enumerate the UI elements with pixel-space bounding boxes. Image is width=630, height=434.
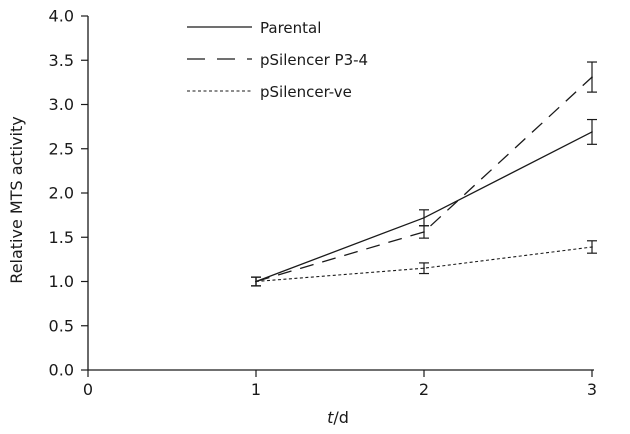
x-ticks: 0 1 2 3 — [83, 370, 597, 399]
series-line-1 — [255, 131, 593, 283]
x-tick-label: 2 — [419, 380, 429, 399]
error-bar — [587, 118, 597, 145]
axes — [87, 16, 594, 371]
y-tick-label: 3.0 — [49, 95, 74, 114]
y-tick-label: 2.5 — [49, 139, 74, 158]
series-line-3 — [255, 246, 593, 283]
y-tick-label: 1.5 — [49, 228, 74, 247]
y-tick-label: 3.5 — [49, 51, 74, 70]
error-bar — [419, 262, 429, 275]
x-axis-label: t/d — [327, 408, 349, 427]
series-lines — [255, 76, 593, 283]
error-bar — [419, 209, 429, 227]
y-tick-label: 1.0 — [49, 272, 74, 291]
x-axis-label-unit: /d — [333, 408, 349, 427]
error-bar — [251, 276, 261, 287]
y-ticks: 0.0 0.5 1.0 1.5 2.0 2.5 3.0 3.5 4.0 — [49, 7, 88, 380]
y-axis-label: Relative MTS activity — [7, 116, 26, 283]
error-bar — [587, 61, 597, 93]
legend-label-2: pSilencer P3-4 — [260, 51, 368, 69]
x-tick-label: 1 — [251, 380, 261, 399]
error-bars — [251, 61, 597, 287]
legend-label-1: Parental — [260, 19, 321, 37]
x-tick-label: 3 — [587, 380, 597, 399]
error-bar — [419, 225, 429, 239]
y-tick-label: 4.0 — [49, 7, 74, 26]
series-line-2 — [255, 76, 593, 283]
y-tick-label: 2.0 — [49, 184, 74, 203]
y-tick-label: 0.0 — [49, 361, 74, 380]
x-axis-label-italic: t — [327, 408, 334, 427]
legend-label-3: pSilencer-ve — [260, 83, 352, 101]
y-tick-label: 0.5 — [49, 316, 74, 335]
error-bar — [587, 240, 597, 254]
legend: Parental pSilencer P3-4 pSilencer-ve — [187, 19, 368, 101]
x-tick-label: 0 — [83, 380, 93, 399]
